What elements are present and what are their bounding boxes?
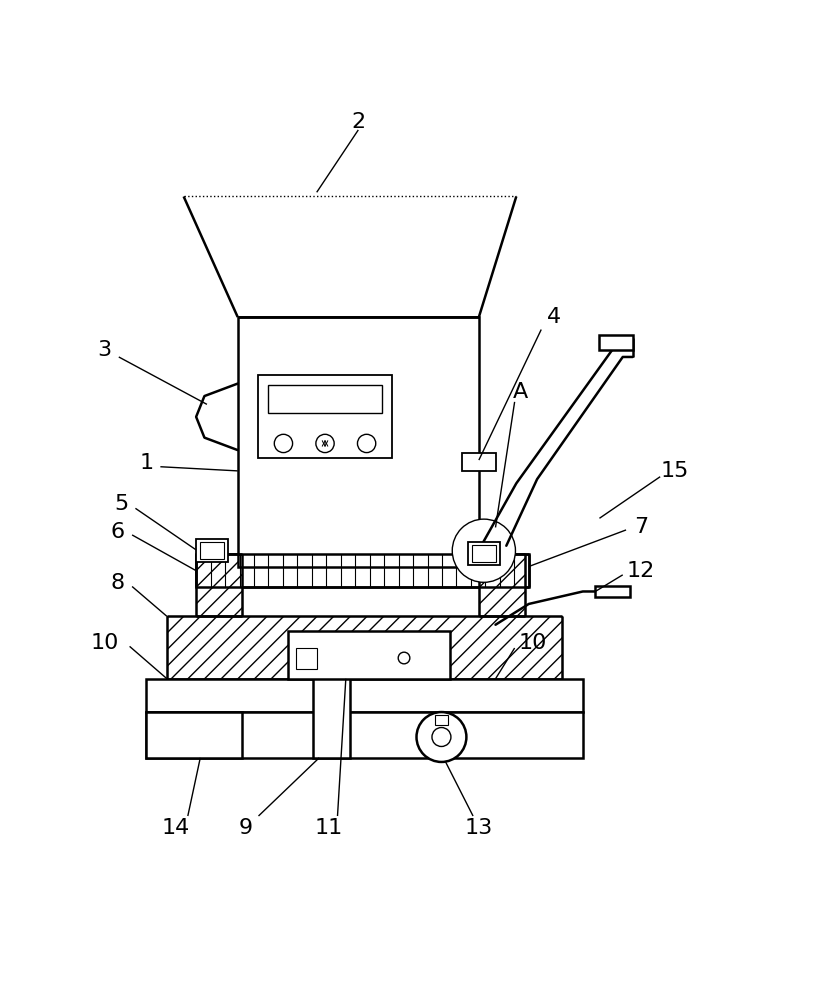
Text: 7: 7 [634,517,648,537]
Circle shape [316,434,334,453]
Text: 8: 8 [110,573,124,593]
Text: 13: 13 [465,818,493,838]
Text: 6: 6 [110,522,124,542]
Circle shape [274,434,292,453]
Circle shape [432,728,451,746]
Text: 11: 11 [315,818,343,838]
Bar [462,453,496,471]
Text: 10: 10 [519,633,547,653]
Bar [435,715,448,725]
Bar [258,375,392,458]
Text: 1: 1 [139,453,153,473]
Text: 9: 9 [239,818,253,838]
Circle shape [398,652,410,664]
Text: 12: 12 [627,561,656,581]
Text: 14: 14 [162,818,189,838]
Bar [147,712,242,758]
Text: 4: 4 [546,307,561,327]
Bar [600,335,633,350]
Bar [472,545,496,562]
Circle shape [452,519,516,582]
Bar [468,542,500,565]
Circle shape [357,434,376,453]
Text: 15: 15 [660,461,689,481]
Bar [479,554,525,616]
Text: 2: 2 [352,112,366,132]
Circle shape [416,712,466,762]
Text: 3: 3 [97,340,112,360]
Text: A: A [513,382,528,402]
Bar [287,631,450,679]
Bar [296,648,317,669]
Bar [196,539,227,562]
Bar [147,712,583,758]
Text: 5: 5 [114,494,128,514]
Bar [167,616,562,679]
Bar [196,554,529,587]
Bar [196,554,242,616]
Bar [147,679,583,712]
Text: 10: 10 [91,633,119,653]
Bar [268,385,382,413]
Bar [200,542,223,559]
Bar [237,317,479,567]
Bar [596,586,631,597]
Bar [312,675,350,758]
